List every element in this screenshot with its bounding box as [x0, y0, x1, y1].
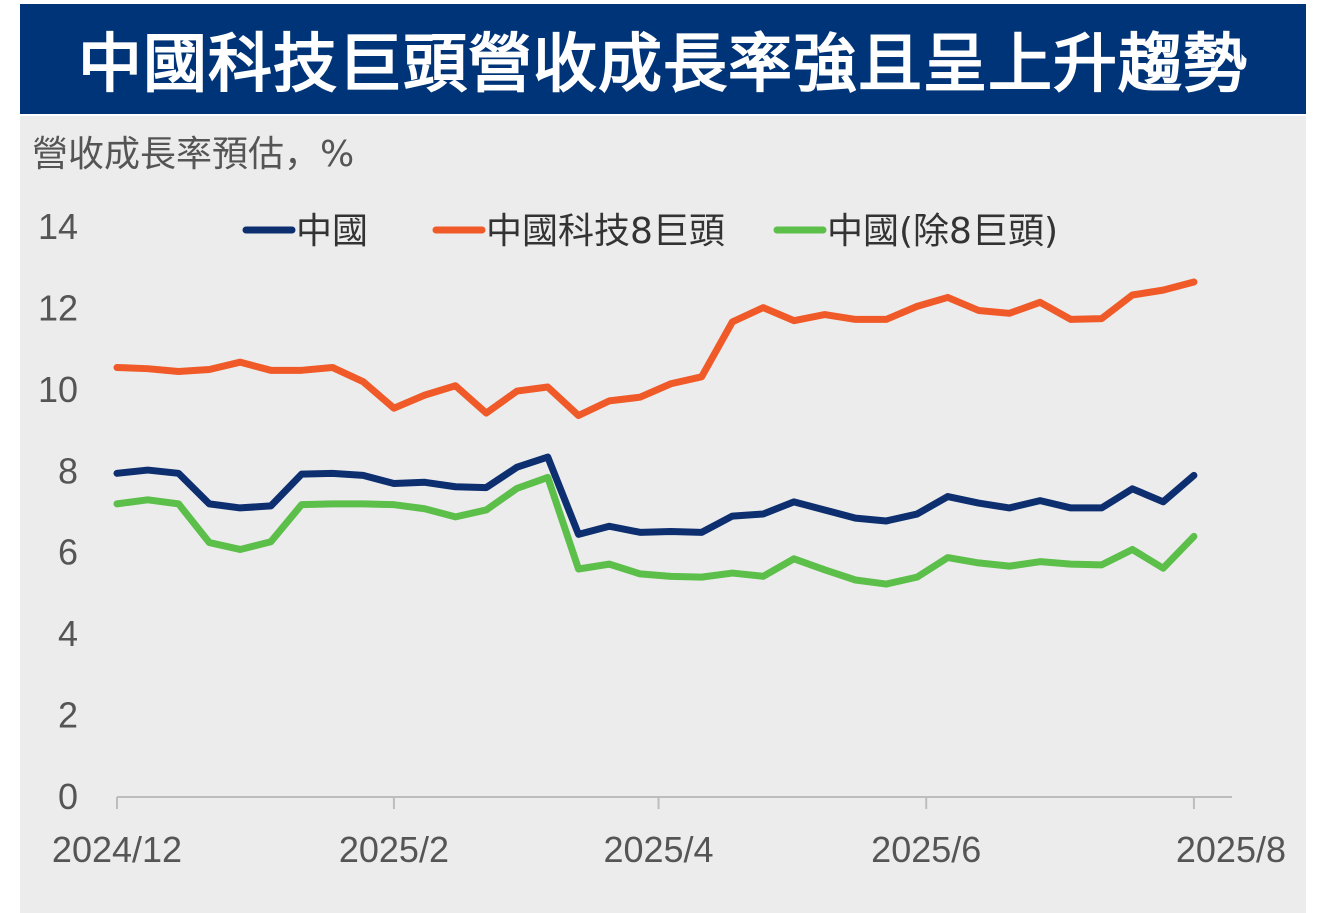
y-axis-ticks: 0 2 4 6 8 10 12 14 — [38, 206, 78, 817]
x-tick-label: 2025/4 — [603, 829, 713, 870]
legend: 中國 中國科技8巨頭 中國(除8巨頭) — [242, 211, 1058, 252]
line-chart: 營收成長率預估，% 中國 中國科技8巨頭 中國(除8巨頭) 02468101214 … — [32, 134, 1286, 870]
y-tick-label: 10 — [38, 369, 78, 410]
chart-title: 中國科技巨頭營收成長率強且呈上升趨勢 — [78, 28, 1248, 102]
y-tick-label: 8 — [58, 450, 78, 491]
y-axis-label: 營收成長率預估，% — [32, 134, 354, 175]
y-tick-label: 0 — [58, 776, 78, 817]
series-line-0 — [113, 453, 1198, 538]
legend-label-1: 中國科技8巨頭 — [486, 211, 725, 252]
x-tick-label: 2024/12 — [52, 829, 182, 870]
series-line-2 — [113, 473, 1198, 588]
y-tick-label: 6 — [58, 532, 78, 573]
legend-label-2: 中國(除8巨頭) — [827, 211, 1058, 252]
title-banner: 中國科技巨頭營收成長率強且呈上升趨勢 — [20, 4, 1306, 114]
plot-lines — [113, 278, 1198, 588]
x-tick-label: 2025/6 — [871, 829, 981, 870]
legend-label-0: 中國 — [296, 211, 368, 252]
series-line-1 — [113, 278, 1198, 420]
y-tick-label: 12 — [38, 287, 78, 328]
y-tick-label: 4 — [58, 613, 78, 654]
y-tick-label: 2 — [58, 695, 78, 736]
x-tick-label: 2025/8 — [1176, 829, 1286, 870]
x-axis: 2024/12 2025/2 2025/4 2025/6 2025/8 — [52, 796, 1286, 870]
y-tick-label: 14 — [38, 206, 78, 247]
chart-panel: 營收成長率預估，% 中國 中國科技8巨頭 中國(除8巨頭) 0 2 4 6 8 10 12 14 … — [20, 116, 1306, 913]
x-tick-label: 2025/2 — [339, 829, 449, 870]
